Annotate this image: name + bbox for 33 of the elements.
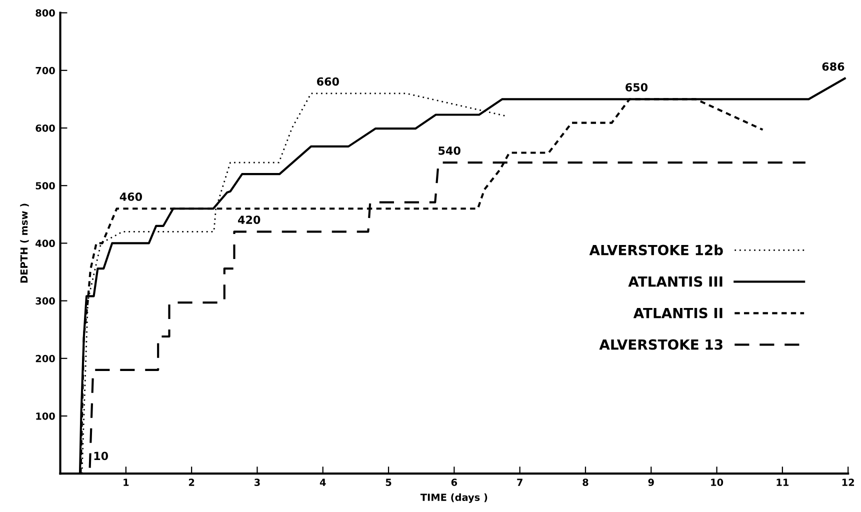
annotation: 420 (238, 216, 260, 224)
x-tick-label: 1 (124, 478, 129, 486)
x-tick-label: 6 (451, 478, 458, 486)
y-tick-label: 500 (36, 182, 55, 190)
y-tick-label: 600 (36, 124, 55, 132)
x-tick-label: 4 (320, 478, 326, 486)
annotation: 540 (438, 146, 460, 155)
annotation: 650 (626, 83, 648, 92)
y-tick-label: 800 (36, 9, 55, 17)
legend-label: ATLANTIS III (628, 276, 722, 287)
x-tick-label: 8 (582, 478, 588, 486)
x-tick-label: 12 (842, 478, 854, 486)
x-tick-label: 10 (711, 478, 724, 486)
x-tick-label: 7 (517, 478, 522, 486)
y-tick-label: 100 (36, 412, 55, 420)
annotation: 460 (120, 192, 142, 201)
x-tick-label: 2 (188, 478, 194, 486)
y-tick-label: 400 (36, 240, 55, 248)
x-tick-label: 3 (254, 478, 260, 486)
legend-label: ALVERSTOKE 12b (589, 244, 723, 256)
legend-label: ATLANTIS II (633, 308, 722, 318)
y-axis-title: DEPTH ( msw ) (20, 204, 29, 283)
annotation: 10 (94, 452, 108, 460)
legend-label: ALVERSTOKE 13 (599, 339, 722, 350)
x-tick-label: 11 (776, 478, 789, 486)
x-tick-label: 5 (386, 478, 392, 486)
x-tick-label: 9 (648, 478, 654, 486)
annotation: 660 (317, 77, 339, 86)
y-tick-label: 200 (36, 354, 55, 362)
x-axis-title: TIME (days ) (420, 493, 488, 503)
y-tick-label: 300 (36, 297, 55, 305)
y-tick-label: 700 (36, 66, 55, 74)
annotation: 686 (822, 62, 844, 71)
